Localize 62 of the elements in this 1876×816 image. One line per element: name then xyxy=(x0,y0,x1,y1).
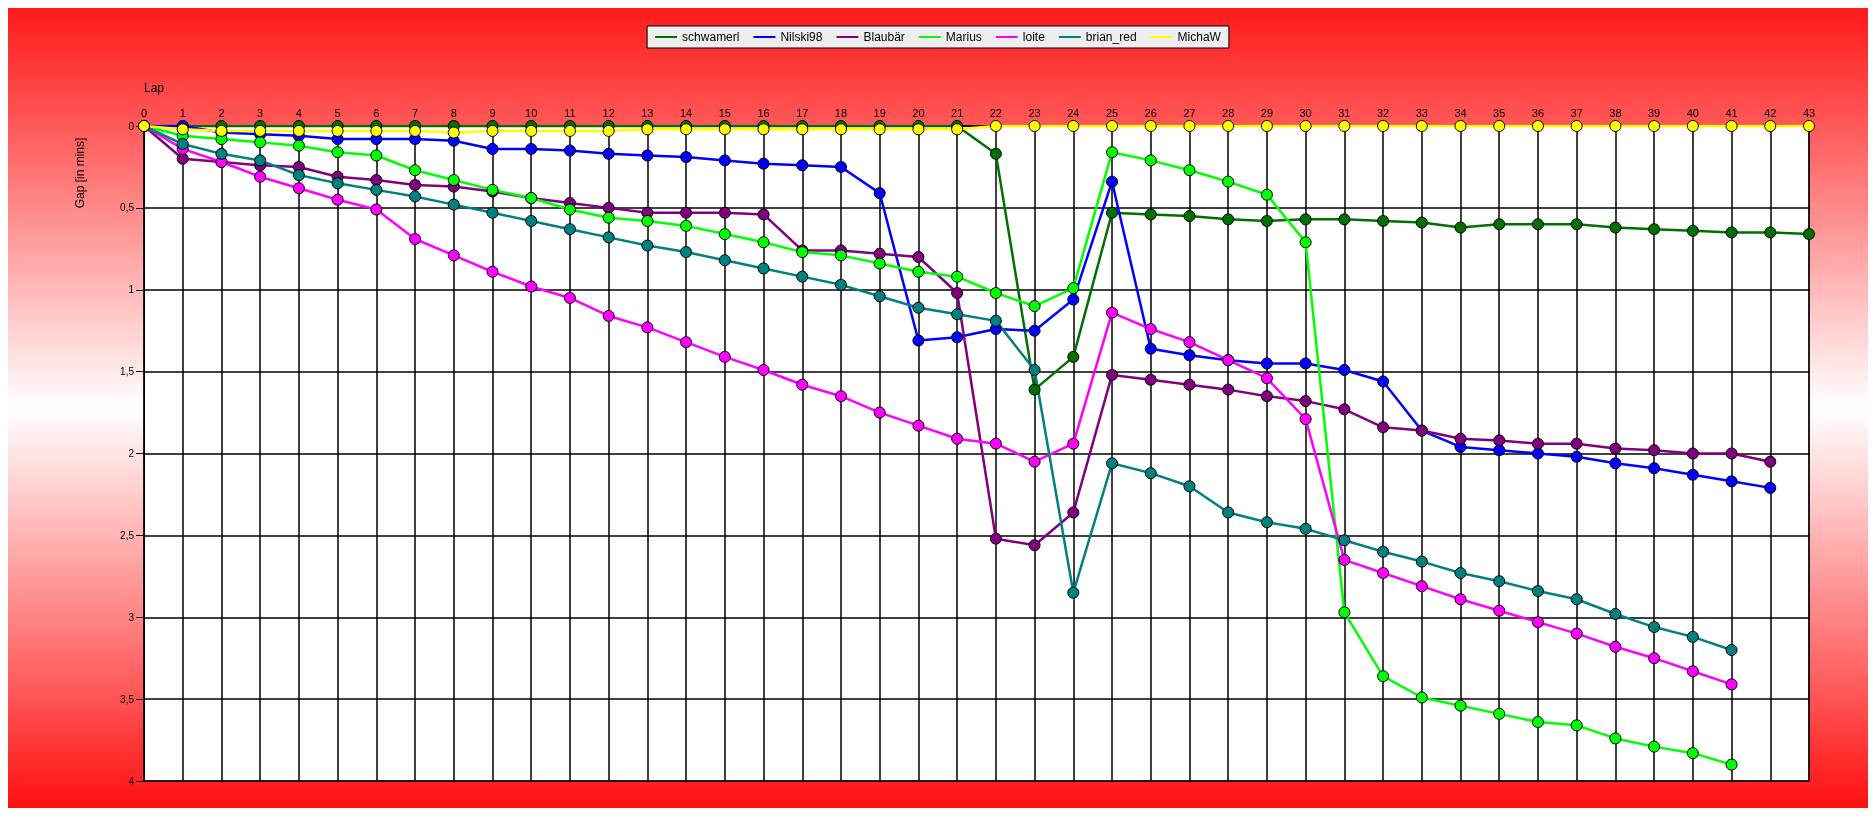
legend-label: schwamerl xyxy=(682,30,740,44)
x-tick-label: 5 xyxy=(334,106,341,119)
legend-label: brian_red xyxy=(1085,30,1137,44)
x-tick-label: 25 xyxy=(1105,106,1119,119)
x-tick-label: 1 xyxy=(179,106,186,119)
y-tick-label: 1,5 xyxy=(120,366,135,378)
y-tick-label: 1 xyxy=(128,284,135,296)
y-tick-label: 4 xyxy=(128,775,135,787)
x-tick-label: 27 xyxy=(1183,106,1196,119)
legend-label: Marius xyxy=(945,30,982,44)
x-tick-label: 40 xyxy=(1686,106,1699,119)
x-tick-label: 10 xyxy=(525,106,538,119)
x-tick-label: 28 xyxy=(1222,106,1235,119)
x-tick-label: 16 xyxy=(757,106,770,119)
x-tick-label: 42 xyxy=(1764,106,1777,119)
x-tick-label: 12 xyxy=(602,106,615,119)
x-tick-label: 38 xyxy=(1609,106,1622,119)
x-tick-label: 39 xyxy=(1647,106,1661,119)
x-tick-label: 22 xyxy=(989,106,1002,119)
x-tick-label: 31 xyxy=(1338,106,1351,119)
x-tick-label: 21 xyxy=(951,106,964,119)
x-tick-label: 0 xyxy=(140,106,148,119)
y-axis-title: Gap [in mins] xyxy=(73,137,87,209)
y-tick-label: 0,5 xyxy=(120,202,135,214)
y-tick-label: 3 xyxy=(128,611,135,623)
x-tick-label: 18 xyxy=(834,106,848,119)
x-tick-label: 33 xyxy=(1415,106,1428,119)
x-tick-label: 29 xyxy=(1260,106,1274,119)
x-tick-label: 13 xyxy=(641,106,654,119)
x-tick-label: 23 xyxy=(1028,106,1041,119)
x-tick-label: 26 xyxy=(1144,106,1157,119)
x-tick-label: 4 xyxy=(295,106,302,119)
x-tick-label: 3 xyxy=(257,106,264,119)
y-tick-label: 2,5 xyxy=(120,529,135,541)
x-tick-label: 43 xyxy=(1802,106,1816,119)
x-tick-label: 8 xyxy=(450,106,457,119)
x-tick-label: 9 xyxy=(489,106,496,119)
x-tick-label: 7 xyxy=(411,106,419,119)
legend-label: MichaW xyxy=(1177,30,1222,44)
legend-label: Nilski98 xyxy=(780,30,823,44)
x-tick-label: 14 xyxy=(679,106,693,119)
legend-label: Blaubär xyxy=(863,30,905,44)
x-tick-label: 17 xyxy=(796,106,809,119)
legend-label: loite xyxy=(1022,30,1046,44)
y-tick-label: 3,5 xyxy=(120,693,135,705)
y-tick-label: 2 xyxy=(128,448,135,459)
x-axis-title: Lap xyxy=(143,81,165,95)
x-tick-label: 24 xyxy=(1067,106,1080,119)
x-tick-label: 30 xyxy=(1299,106,1312,119)
x-tick-label: 35 xyxy=(1493,106,1506,119)
x-tick-label: 20 xyxy=(912,106,925,119)
x-tick-label: 34 xyxy=(1454,106,1467,119)
x-tick-label: 32 xyxy=(1376,106,1390,119)
x-tick-label: 36 xyxy=(1531,106,1545,119)
y-tick-label: 0 xyxy=(128,120,135,132)
x-tick-label: 6 xyxy=(373,106,380,119)
x-tick-label: 37 xyxy=(1570,106,1583,119)
x-tick-label: 15 xyxy=(718,106,731,119)
x-tick-label: 11 xyxy=(564,106,576,119)
x-tick-label: 2 xyxy=(218,106,225,119)
x-tick-label: 41 xyxy=(1725,106,1738,119)
x-tick-label: 19 xyxy=(873,106,886,119)
